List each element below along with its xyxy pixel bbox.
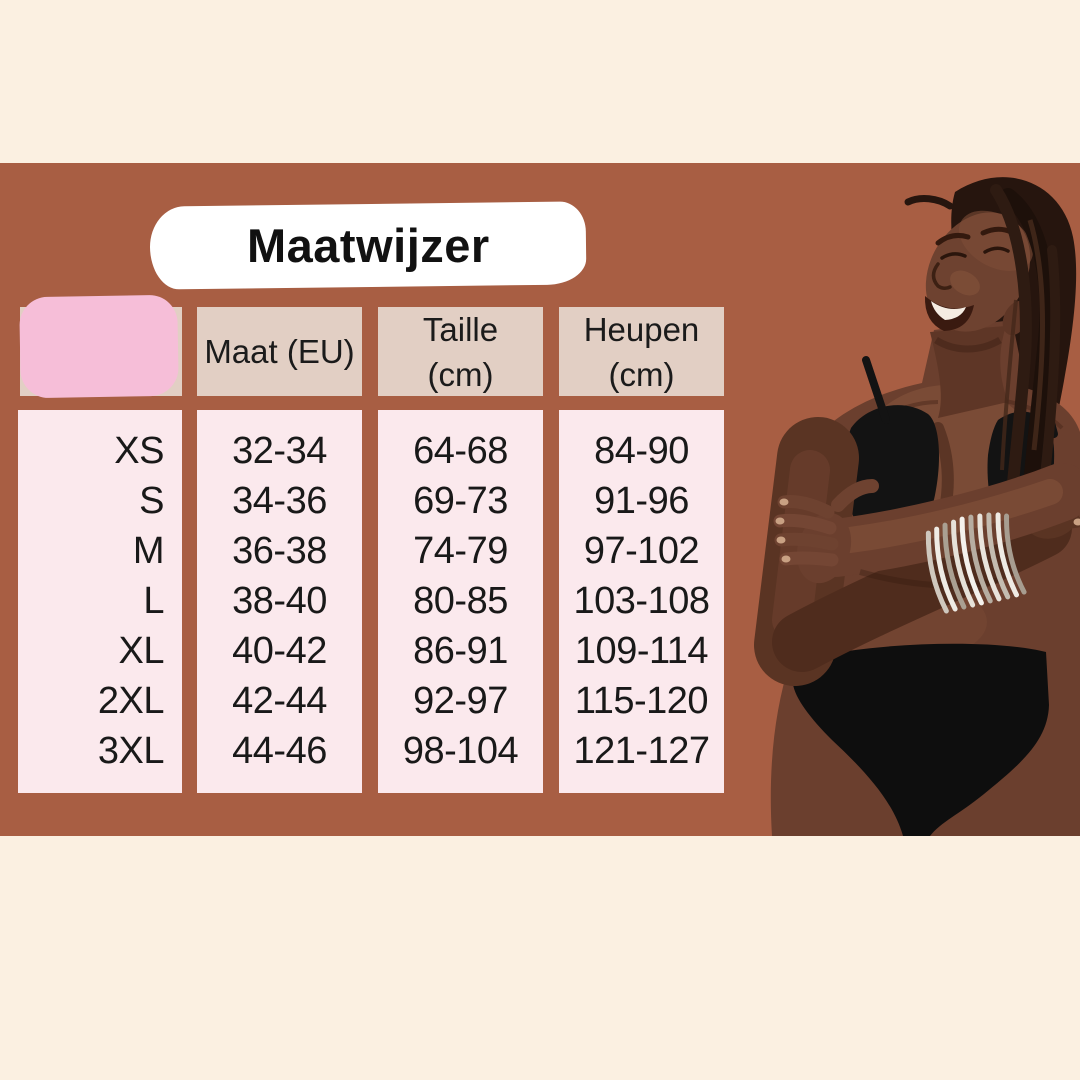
title-blob: Maatwijzer — [149, 201, 587, 290]
table-cell: 3XL — [97, 730, 165, 772]
bottom-cream-band — [0, 836, 1080, 1080]
header-label: (cm) — [427, 355, 494, 393]
table-cell: 40-42 — [232, 630, 327, 672]
table-cell: 84-90 — [594, 430, 689, 472]
table-cell: XL — [118, 630, 165, 672]
header-cell-taille-cm: Taille (cm) — [378, 307, 543, 396]
table-cell: 109-114 — [574, 630, 709, 672]
table-column-maat-eu: 32-34 34-36 36-38 38-40 40-42 42-44 44-4… — [197, 410, 362, 793]
table-cell: 2XL — [97, 680, 165, 722]
table-cell: 42-44 — [232, 680, 327, 722]
header-cell-heupen-cm: Heupen (cm) — [559, 307, 724, 396]
table-cell: 92-97 — [413, 680, 508, 722]
table-cell: 121-127 — [573, 730, 710, 772]
table-cell: 80-85 — [413, 580, 508, 622]
table-cell: S — [139, 480, 164, 522]
table-cell: 98-104 — [402, 730, 519, 772]
table-cell: 86-91 — [413, 630, 508, 672]
header-label: Heupen — [583, 310, 700, 348]
pink-sticker — [19, 294, 179, 399]
table-cell: 103-108 — [573, 580, 710, 622]
table-cell: 69-73 — [413, 480, 508, 522]
table-column-heupen-cm: 84-90 91-96 97-102 103-108 109-114 115-1… — [559, 410, 724, 793]
header-label: (cm) — [608, 355, 675, 393]
table-cell: M — [132, 530, 165, 572]
header-label: Taille — [422, 310, 499, 348]
table-column-taille-cm: 64-68 69-73 74-79 80-85 86-91 92-97 98-1… — [378, 410, 543, 793]
model-photo — [754, 177, 1080, 836]
table-cell: 64-68 — [413, 430, 508, 472]
table-cell: L — [143, 580, 164, 622]
bangles — [925, 512, 1027, 614]
top-cream-band — [0, 0, 1080, 163]
header-label: Maat (EU) — [204, 333, 355, 370]
table-cell: 97-102 — [583, 530, 700, 572]
header-cell-maat-eu: Maat (EU) — [197, 307, 362, 396]
table-column-size: XS S M L XL 2XL 3XL — [18, 410, 182, 793]
table-cell: 115-120 — [574, 680, 709, 722]
table-cell: 44-46 — [232, 730, 327, 772]
table-cell: 38-40 — [232, 580, 327, 622]
table-cell: 34-36 — [232, 480, 327, 522]
table-cell: 36-38 — [232, 530, 327, 572]
page-title: Maatwijzer — [246, 219, 490, 272]
table-cell: 32-34 — [232, 430, 327, 472]
table-cell: 74-79 — [413, 530, 508, 572]
table-cell: XS — [114, 430, 164, 472]
table-cell: 91-96 — [594, 480, 689, 522]
